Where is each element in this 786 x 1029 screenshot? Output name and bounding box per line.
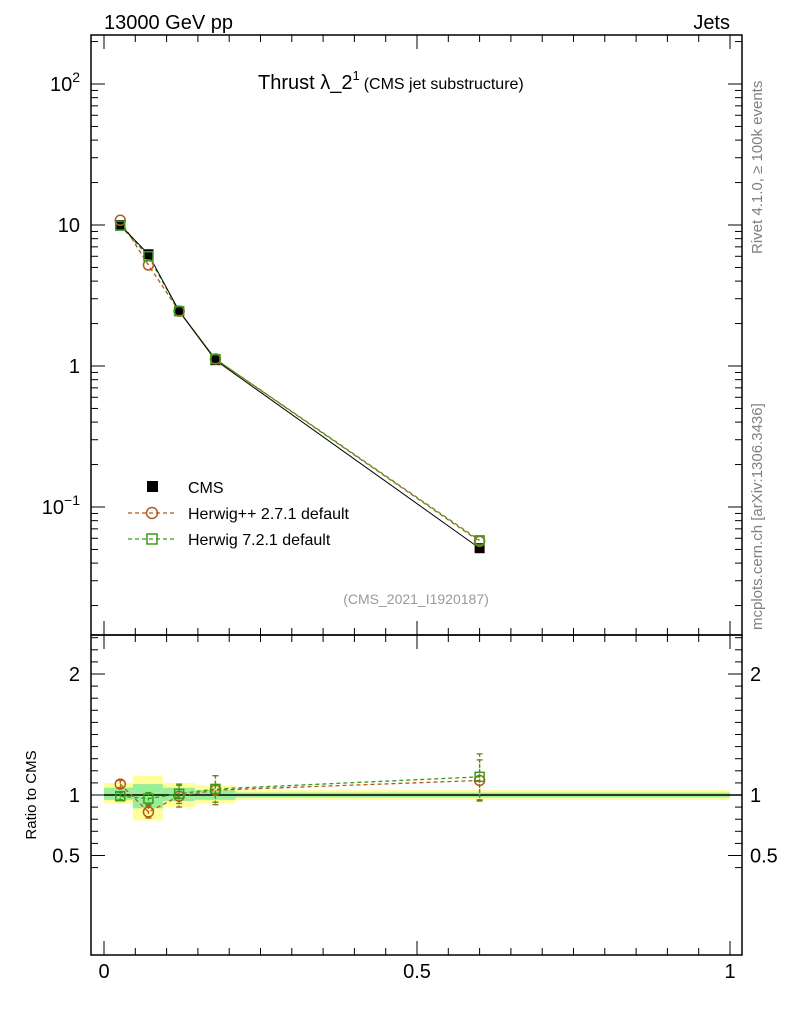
ratio-band-green <box>104 787 133 800</box>
ratio-panel-frame <box>90 634 743 956</box>
herwigpp-line <box>119 219 480 542</box>
rivet-version-label: Rivet 4.1.0, ≥ 100k events <box>749 81 766 254</box>
herwigpp-ratio-point <box>114 778 127 790</box>
herwig7-data-point <box>210 353 221 365</box>
herwigpp-data-point <box>114 214 127 227</box>
cms-data-point <box>474 543 485 554</box>
cms-data-point <box>174 306 185 317</box>
herwig7-data-point <box>115 220 126 231</box>
legend-label-cms: CMS <box>188 480 224 497</box>
main-y-tick-label-base: 10 <box>58 215 80 237</box>
ratio-x-tick-label: 0 <box>98 961 109 983</box>
main-y-tick-label-exponent: 2 <box>72 69 80 85</box>
ratio-y-tick-label-right: 2 <box>750 664 761 686</box>
ratio-x-tick-label: 1 <box>724 961 735 983</box>
mcplots-label: mcplots.cern.ch [arXiv:1306.3436] <box>749 403 766 630</box>
main-y-tick-label: 10 <box>58 215 80 237</box>
legend-marker-herwig7 <box>146 533 158 545</box>
header-energy-label: 13000 GeV pp <box>104 12 233 34</box>
ratio-y-tick-label-left: 0.5 <box>52 846 80 868</box>
main-y-tick-label: 102 <box>50 69 80 96</box>
ratio-y-tick-label-right: 0.5 <box>750 846 778 868</box>
ratio-y-tick-label-left: 2 <box>69 664 80 686</box>
main-y-tick-label-base: 10 <box>42 497 64 519</box>
main-y-tick-label: 10−1 <box>42 492 80 519</box>
legend: CMS Herwig++ 2.7.1 default Herwig 7.2.1 … <box>128 480 350 549</box>
herwig7-ratio-point <box>173 788 185 800</box>
cms-line <box>119 224 480 549</box>
ratio-uncertainty-bands <box>104 775 730 821</box>
ratio-y-tick-label-right: 1 <box>750 785 761 807</box>
legend-marker-herwigpp <box>145 506 159 520</box>
herwig7-line <box>119 225 480 541</box>
herwig7-data-point <box>143 251 154 262</box>
ratio-y-tick-label-left: 1 <box>69 785 80 807</box>
ratio-axis-ticks <box>91 635 742 955</box>
cms-data-point <box>210 355 221 366</box>
chart-title: Thrust λ_21 (CMS jet substructure) <box>258 68 524 94</box>
ratio-series-group <box>114 753 486 819</box>
main-y-tick-label-base: 1 <box>69 356 80 378</box>
ratio-y-axis-label: Ratio to CMS <box>23 750 40 839</box>
herwig7-ratio-point <box>210 783 221 795</box>
herwig7-ratio-point <box>115 790 126 802</box>
herwig7-ratio-line <box>120 776 480 800</box>
ratio-x-tick-label: 0.5 <box>403 961 431 983</box>
herwig7-data-point <box>474 535 485 546</box>
herwig7-data-point <box>173 305 185 317</box>
herwigpp-ratio-line <box>119 779 480 813</box>
herwigpp-ratio-point <box>142 806 155 818</box>
legend-label-herwigpp: Herwig++ 2.7.1 default <box>188 506 350 523</box>
legend-label-herwig7: Herwig 7.2.1 default <box>188 532 331 549</box>
main-series-group <box>114 214 486 554</box>
ratio-panel: 0.5 0.5 1 1 2 2 0 0.5 1 Ratio to CMS <box>23 634 778 983</box>
chart-title-superscript: 1 <box>352 68 359 83</box>
main-axis-ticks <box>91 35 742 635</box>
analysis-id-label: (CMS_2021_I1920187) <box>343 591 489 607</box>
chart-title-main: Thrust λ_2 <box>258 72 352 94</box>
main-y-tick-label: 1 <box>69 356 80 378</box>
main-y-tick-label-exponent: −1 <box>64 492 80 508</box>
herwig7-ratio-point <box>143 793 154 804</box>
ratio-axis-tick-labels: 0.5 0.5 1 1 2 2 0 0.5 1 <box>52 664 778 983</box>
legend-marker-cms <box>147 481 158 492</box>
main-y-tick-label-base: 10 <box>50 74 72 96</box>
herwig7-ratio-point <box>474 771 485 783</box>
chart-subtitle: (CMS jet substructure) <box>364 76 524 93</box>
cms-data-point <box>143 249 154 260</box>
header-category-label: Jets <box>693 12 730 34</box>
